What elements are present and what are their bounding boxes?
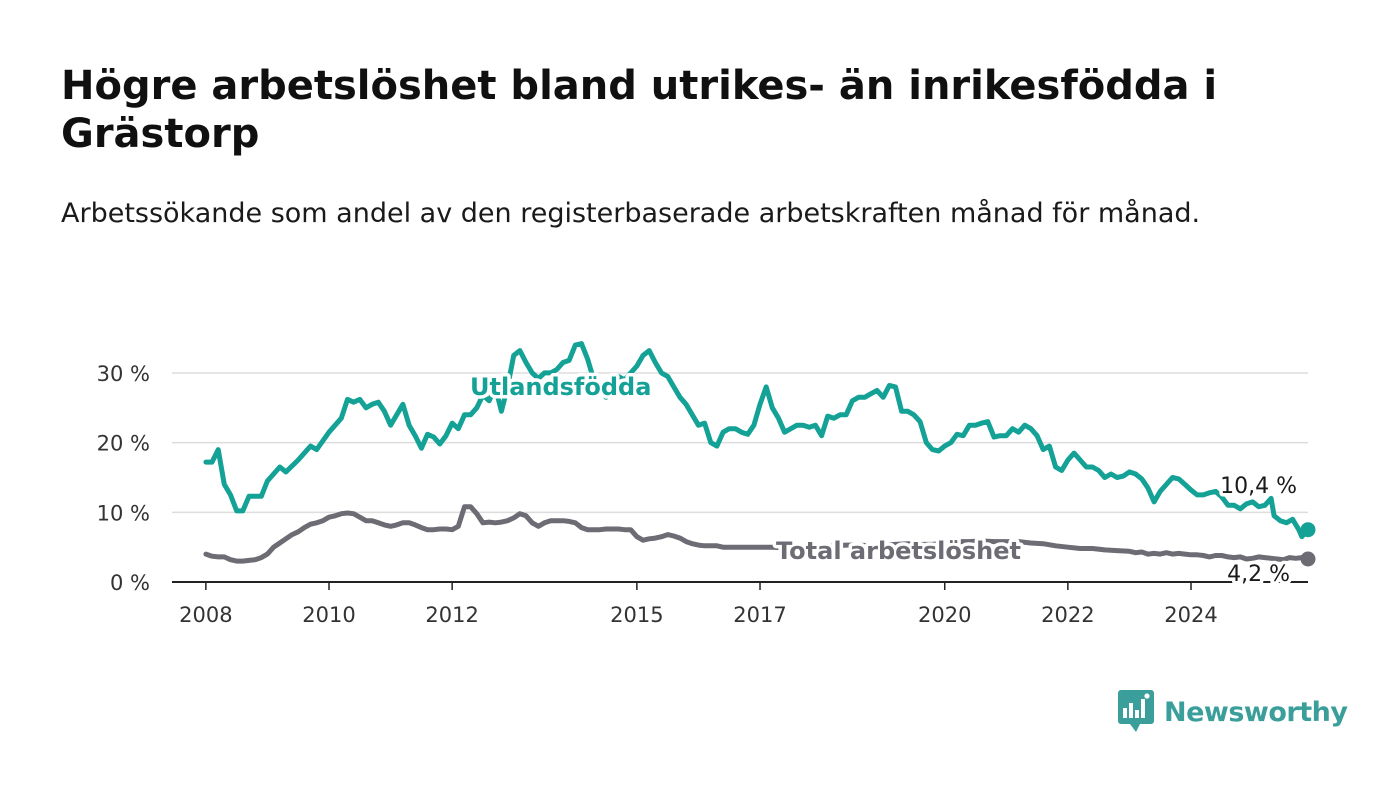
x-tick-label: 2015 [610, 603, 663, 627]
y-tick-label: 10 % [97, 501, 150, 525]
series-line-total [203, 504, 1311, 564]
x-tick-label: 2008 [179, 603, 232, 627]
series-label-total: Total arbetslöshet [776, 537, 1021, 565]
end-point-utlandsfodda [1300, 522, 1316, 538]
x-tick-label: 2022 [1041, 603, 1094, 627]
end-point-total [1300, 551, 1316, 567]
chart-title: Högre arbetslöshet bland utrikes- än inr… [61, 63, 1218, 157]
x-tick-label: 2024 [1164, 603, 1217, 627]
series-label-utlandsfodda: Utlandsfödda [470, 373, 651, 401]
series-line-utlandsfodda [203, 341, 1311, 540]
y-tick-label: 0 % [110, 571, 150, 595]
x-axis-ticks: 2008 2010 2012 2015 2017 2020 2022 2024 [179, 582, 1218, 627]
gridlines [172, 372, 1308, 583]
x-tick-label: 2010 [302, 603, 355, 627]
x-tick-label: 2017 [733, 603, 786, 627]
end-label-total: 4,2 % [1227, 562, 1290, 587]
series-labels: Utlandsfödda Total arbetslöshet 10,4 % 4,2 … [467, 370, 1301, 591]
newsworthy-brand: Newsworthy [1118, 690, 1348, 734]
bar-chart-logo-icon [1118, 690, 1154, 732]
y-axis-ticks: 0 % 10 % 20 % 30 % [97, 362, 150, 595]
series-lines [203, 341, 1316, 567]
y-tick-label: 30 % [97, 362, 150, 386]
brand-name: Newsworthy [1164, 696, 1348, 728]
x-tick-label: 2012 [425, 603, 478, 627]
chart-subtitle: Arbetssökande som andel av den registerb… [61, 198, 1201, 229]
y-tick-label: 20 % [97, 432, 150, 456]
end-label-utlandsfodda: 10,4 % [1220, 474, 1297, 499]
x-tick-label: 2020 [918, 603, 971, 627]
